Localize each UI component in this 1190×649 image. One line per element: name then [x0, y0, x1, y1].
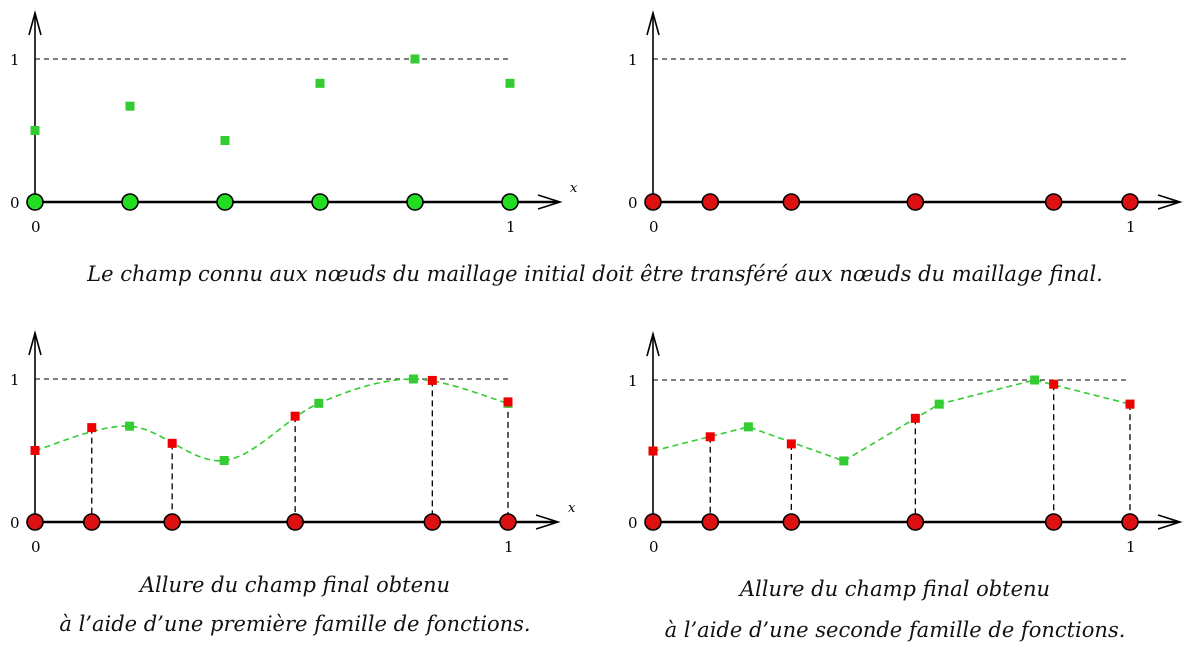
x-tick-label-1: 1 [1126, 218, 1136, 236]
caption-right-line1: Allure du champ final obtenu [739, 577, 1051, 601]
initial-value-marker [314, 398, 324, 408]
transferred-value-marker [87, 423, 97, 433]
initial-value-marker [505, 78, 515, 88]
x-tick-label-0: 0 [649, 218, 659, 236]
transferred-value-marker [1125, 399, 1135, 409]
final-mesh-node [286, 513, 304, 531]
initial-value-marker [934, 399, 944, 409]
x-axis-arrow [537, 194, 563, 210]
x-axis-arrow [1157, 514, 1183, 530]
y-axis-arrow [28, 329, 42, 356]
initial-mesh-node [501, 193, 519, 211]
x-tick-label-1: 1 [1126, 538, 1136, 556]
transferred-value-marker [290, 411, 300, 421]
initial-mesh-node [406, 193, 424, 211]
x-tick-label-1: 1 [504, 538, 514, 556]
initial-value-marker [408, 374, 418, 384]
initial-value-marker [220, 136, 230, 146]
y-axis-arrow [646, 330, 660, 357]
final-mesh-node [423, 513, 442, 531]
caption-top: Le champ connu aux nœuds du maillage ini… [87, 262, 1103, 286]
transferred-value-marker [786, 439, 796, 449]
x-axis-label: x [568, 501, 576, 516]
initial-mesh-node [121, 193, 139, 211]
final-mesh-node [26, 513, 44, 531]
panel-1: 0 1 0 1 x [10, 9, 578, 236]
final-mesh-node [1044, 193, 1063, 211]
y-tick-label-1: 1 [10, 371, 20, 389]
final-mesh-node [701, 193, 720, 211]
final-mesh-node [1121, 193, 1139, 211]
initial-mesh-node [26, 193, 44, 211]
initial-value-marker [839, 456, 849, 466]
final-mesh-node [1121, 513, 1139, 531]
final-mesh-node [644, 193, 662, 211]
initial-mesh-node [216, 193, 234, 211]
interpolation-curve [652, 379, 1131, 462]
x-axis-arrow [1157, 194, 1183, 210]
final-mesh-node [701, 513, 720, 531]
final-mesh-node [782, 193, 801, 211]
y-axis-arrow [646, 9, 660, 36]
transferred-value-marker [167, 438, 177, 448]
initial-mesh-node [311, 193, 329, 211]
y-tick-label-0: 0 [10, 514, 20, 532]
y-tick-label-0: 0 [628, 194, 638, 212]
transferred-value-marker [910, 413, 920, 423]
final-mesh-node [1044, 513, 1063, 531]
final-mesh-node [82, 513, 101, 531]
x-tick-label-0: 0 [31, 218, 41, 236]
initial-value-marker [315, 78, 325, 88]
final-mesh-node [499, 513, 517, 531]
y-axis-arrow [28, 9, 42, 36]
x-axis-arrow [535, 514, 561, 530]
y-tick-label-1: 1 [10, 51, 20, 69]
x-tick-label-0: 0 [31, 538, 41, 556]
y-tick-label-1: 1 [628, 51, 638, 69]
transferred-value-marker [30, 446, 40, 455]
caption-right-line2: à l’aide d’une seconde famille de foncti… [664, 618, 1126, 642]
initial-value-marker [125, 101, 135, 111]
x-axis-label: x [570, 181, 578, 196]
initial-value-marker [219, 456, 229, 466]
transferred-value-marker [648, 446, 658, 456]
y-tick-label-0: 0 [10, 194, 20, 212]
caption-left-line2: à l’aide d’une première famille de fonct… [59, 612, 531, 636]
initial-value-marker [125, 421, 135, 431]
transferred-value-marker [427, 375, 437, 385]
initial-value-marker [30, 126, 40, 135]
y-tick-label-1: 1 [628, 372, 638, 390]
final-mesh-node [644, 513, 662, 531]
interpolation-curve [34, 378, 509, 462]
final-mesh-node [906, 193, 925, 211]
x-tick-label-0: 0 [649, 538, 659, 556]
y-tick-label-0: 0 [628, 514, 638, 532]
x-tick-label-1: 1 [506, 218, 516, 236]
initial-value-marker [410, 54, 420, 64]
final-mesh-node [782, 513, 801, 531]
initial-value-marker [1030, 375, 1040, 385]
final-mesh-node [906, 513, 925, 531]
panel-3: 0 1 0 1 x [10, 329, 576, 556]
transferred-value-marker [1049, 379, 1059, 389]
transferred-value-marker [705, 432, 715, 442]
initial-value-marker [743, 422, 753, 432]
caption-left-line1: Allure du champ final obtenu [139, 573, 451, 597]
transferred-value-marker [503, 397, 513, 407]
final-mesh-node [163, 513, 181, 531]
